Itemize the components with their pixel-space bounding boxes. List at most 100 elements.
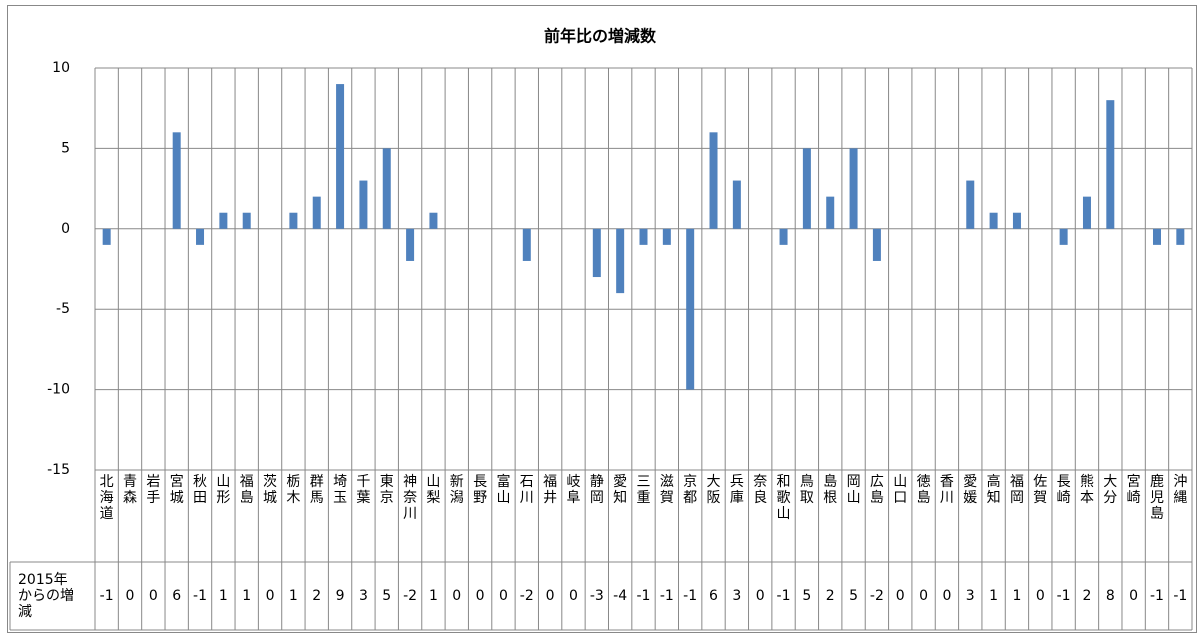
bar bbox=[779, 228, 788, 245]
data-table-value: 0 bbox=[545, 588, 555, 604]
x-tick-label: 広島 bbox=[869, 474, 884, 506]
x-tick-label: 鳥取 bbox=[799, 474, 814, 506]
x-tick-label: 京都 bbox=[683, 474, 698, 506]
bar bbox=[989, 212, 998, 229]
x-tick-label: 茨城 bbox=[263, 474, 278, 506]
bar bbox=[359, 180, 368, 229]
x-tick-label: 福岡 bbox=[1009, 474, 1024, 506]
x-tick-label: 北海道 bbox=[99, 474, 114, 522]
bar bbox=[1059, 228, 1068, 245]
x-tick-label: 神奈川 bbox=[403, 474, 418, 522]
x-tick-label: 山梨 bbox=[426, 474, 441, 506]
data-table-value: 2 bbox=[1082, 588, 1092, 604]
bar bbox=[732, 180, 741, 229]
bar bbox=[336, 84, 345, 229]
data-table-value: -1 bbox=[636, 588, 651, 604]
x-tick-label: 秋田 bbox=[193, 474, 208, 506]
x-tick-label: 大分 bbox=[1103, 474, 1118, 506]
data-table-value: 3 bbox=[965, 588, 975, 604]
bar bbox=[826, 196, 835, 229]
bar bbox=[196, 228, 205, 245]
data-table-value: 0 bbox=[1035, 588, 1045, 604]
data-table-value: 0 bbox=[265, 588, 275, 604]
x-tick-label: 長野 bbox=[473, 474, 488, 506]
data-table-value: 2 bbox=[825, 588, 835, 604]
data-table-value: 0 bbox=[452, 588, 462, 604]
x-tick-label: 山口 bbox=[893, 474, 908, 506]
x-tick-label: 愛知 bbox=[613, 474, 628, 506]
x-tick-label: 香川 bbox=[939, 474, 954, 506]
data-table-value: 0 bbox=[895, 588, 905, 604]
y-tick-label: 0 bbox=[61, 221, 70, 237]
x-tick-label: 岐阜 bbox=[566, 474, 581, 506]
bar bbox=[429, 212, 438, 229]
bar bbox=[802, 148, 811, 229]
x-tick-label: 長崎 bbox=[1056, 474, 1071, 506]
x-tick-label: 福島 bbox=[239, 474, 254, 506]
bar bbox=[872, 228, 881, 261]
bar bbox=[219, 212, 228, 229]
y-tick-label: -15 bbox=[47, 462, 70, 478]
data-table-value: 0 bbox=[919, 588, 929, 604]
x-tick-label: 東京 bbox=[379, 474, 394, 506]
data-table-value: 1 bbox=[242, 588, 252, 604]
data-table-value: -1 bbox=[193, 588, 207, 604]
data-table-value: -1 bbox=[659, 588, 674, 604]
x-tick-label: 石川 bbox=[519, 474, 534, 506]
bar bbox=[639, 228, 648, 245]
bar bbox=[406, 228, 415, 261]
data-table-value: -1 bbox=[1056, 588, 1071, 604]
x-tick-label: 山形 bbox=[216, 474, 231, 506]
x-tick-label: 富山 bbox=[496, 474, 511, 506]
bar bbox=[102, 228, 111, 245]
bar bbox=[312, 196, 321, 229]
x-tick-label: 大阪 bbox=[706, 474, 721, 506]
x-tick-label: 鹿児島 bbox=[1149, 474, 1164, 522]
bar bbox=[616, 228, 625, 294]
data-table-value: 5 bbox=[802, 588, 812, 604]
x-tick-label: 三重 bbox=[636, 474, 651, 506]
chart-title: 前年比の増減数 bbox=[544, 27, 657, 46]
data-table-value: -1 bbox=[1173, 588, 1188, 604]
data-table-value: 1 bbox=[218, 588, 228, 604]
x-tick-label: 埼玉 bbox=[333, 474, 348, 506]
data-table-value: 0 bbox=[125, 588, 135, 604]
data-table-value: 2 bbox=[312, 588, 322, 604]
data-table-value: 5 bbox=[849, 588, 859, 604]
bar bbox=[1152, 228, 1161, 245]
x-tick-label: 岡山 bbox=[846, 474, 861, 506]
bar bbox=[1106, 100, 1115, 229]
x-tick-label: 新潟 bbox=[449, 474, 464, 506]
x-tick-label: 福井 bbox=[543, 474, 558, 506]
x-tick-label: 沖縄 bbox=[1173, 474, 1188, 506]
bar bbox=[1012, 212, 1021, 229]
data-table-value: 0 bbox=[148, 588, 158, 604]
x-tick-label: 栃木 bbox=[286, 474, 301, 506]
bar bbox=[662, 228, 671, 245]
x-tick-label: 熊本 bbox=[1079, 474, 1094, 506]
data-table-value: -1 bbox=[683, 588, 698, 604]
bar bbox=[849, 148, 858, 229]
bar bbox=[172, 132, 181, 229]
data-table-value: 6 bbox=[172, 588, 182, 604]
x-tick-label: 宮崎 bbox=[1126, 474, 1141, 506]
data-table-value: 5 bbox=[382, 588, 392, 604]
data-table-value: 0 bbox=[475, 588, 485, 604]
y-tick-label: -5 bbox=[56, 301, 70, 317]
x-tick-label: 高知 bbox=[986, 474, 1001, 506]
data-table-value: -2 bbox=[403, 588, 418, 604]
data-table-value: -1 bbox=[1149, 588, 1164, 604]
bar bbox=[242, 212, 251, 229]
data-table-value: 6 bbox=[709, 588, 718, 604]
data-table-value: 1 bbox=[428, 588, 438, 604]
x-tick-label: 静岡 bbox=[589, 474, 604, 506]
data-table-value: 8 bbox=[1105, 588, 1115, 604]
x-tick-label: 愛媛 bbox=[963, 474, 978, 506]
data-table-value: 9 bbox=[335, 588, 345, 604]
data-table-value: 3 bbox=[732, 588, 742, 604]
bar bbox=[709, 132, 718, 229]
data-table-value: 1 bbox=[1012, 588, 1022, 604]
bar bbox=[522, 228, 531, 261]
